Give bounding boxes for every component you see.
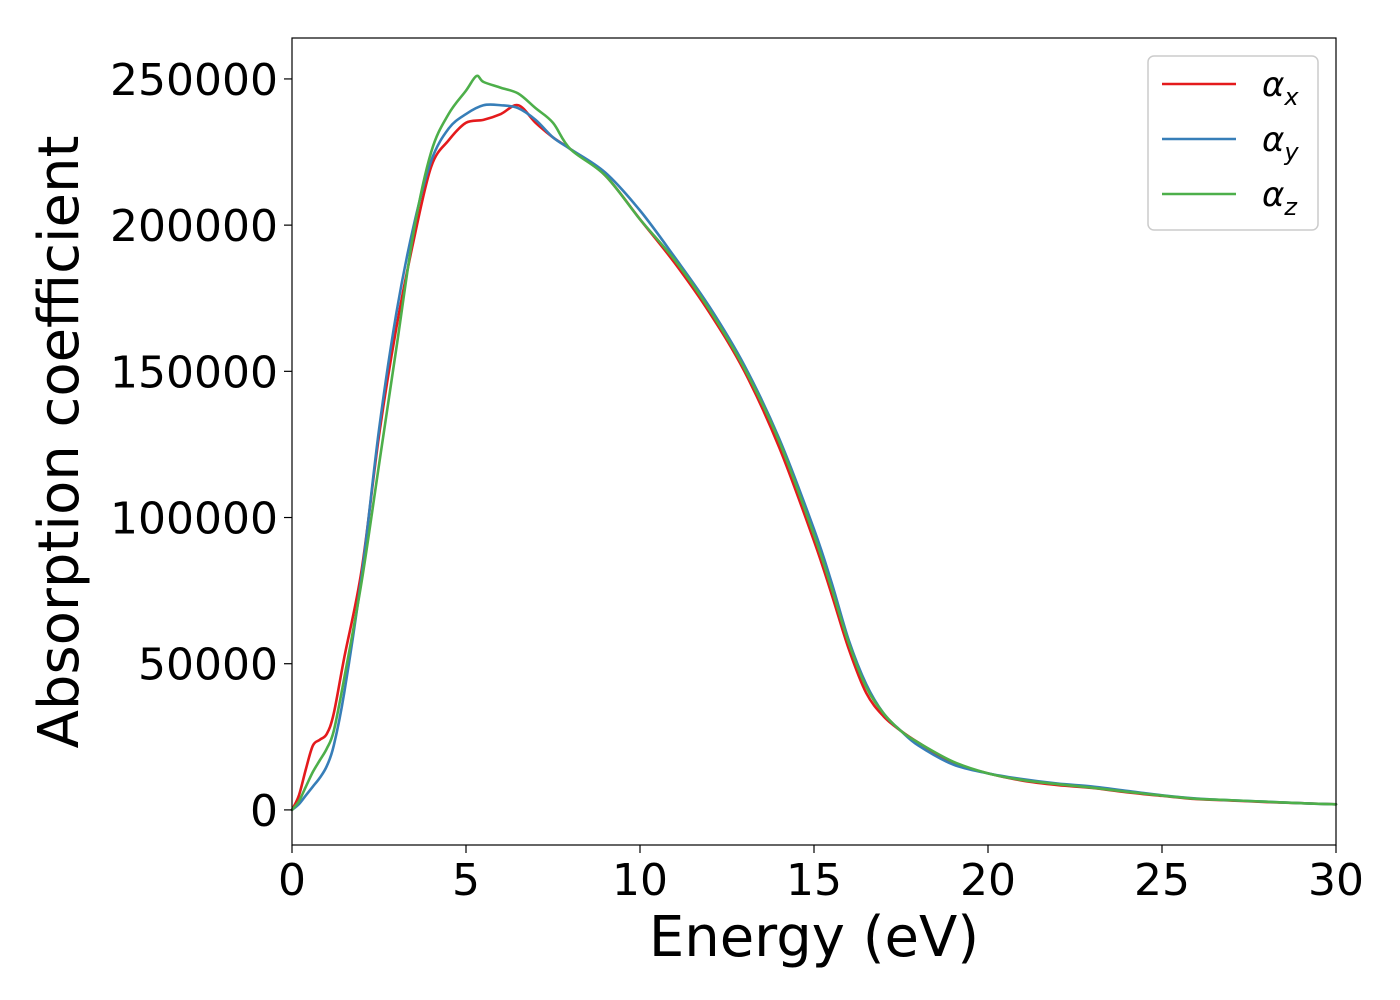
legend-label-x: αx — [1262, 65, 1299, 111]
legend-label-y: αy — [1262, 120, 1299, 166]
y-tick-label: 100000 — [110, 494, 278, 545]
series-line-z — [290, 74, 1338, 812]
legend-label-z: αz — [1262, 175, 1298, 221]
y-tick-label: 50000 — [138, 640, 278, 691]
x-tick-label: 5 — [452, 855, 480, 906]
legend-label-subscript: x — [1283, 83, 1299, 111]
legend-frame — [1147, 55, 1319, 231]
y-tick-label: 200000 — [110, 201, 278, 252]
y-axis-label: Absorption coefficient — [27, 136, 92, 749]
x-tick-label: 20 — [960, 855, 1016, 906]
legend-label-subscript: y — [1283, 138, 1299, 166]
y-tick-label: 0 — [250, 786, 278, 837]
y-tick-label: 250000 — [110, 55, 278, 106]
legend-label-base: α — [1262, 120, 1284, 160]
x-tick-label: 10 — [612, 855, 668, 906]
y-tick-label: 150000 — [110, 347, 278, 398]
x-tick-label: 0 — [278, 855, 306, 906]
y-axis-ticks: 0 50000 100000 150000 200000 250000 — [110, 55, 292, 837]
legend-label-base: α — [1262, 65, 1284, 105]
series-layer — [290, 74, 1338, 812]
x-tick-label: 30 — [1308, 855, 1364, 906]
x-tick-label: 25 — [1134, 855, 1190, 906]
x-axis-ticks: 0 5 10 15 20 25 30 — [278, 845, 1364, 906]
legend-label-base: α — [1262, 175, 1284, 215]
x-axis-label: Energy (eV) — [649, 905, 979, 970]
x-tick-label: 15 — [786, 855, 842, 906]
legend-label-subscript: z — [1283, 193, 1298, 221]
